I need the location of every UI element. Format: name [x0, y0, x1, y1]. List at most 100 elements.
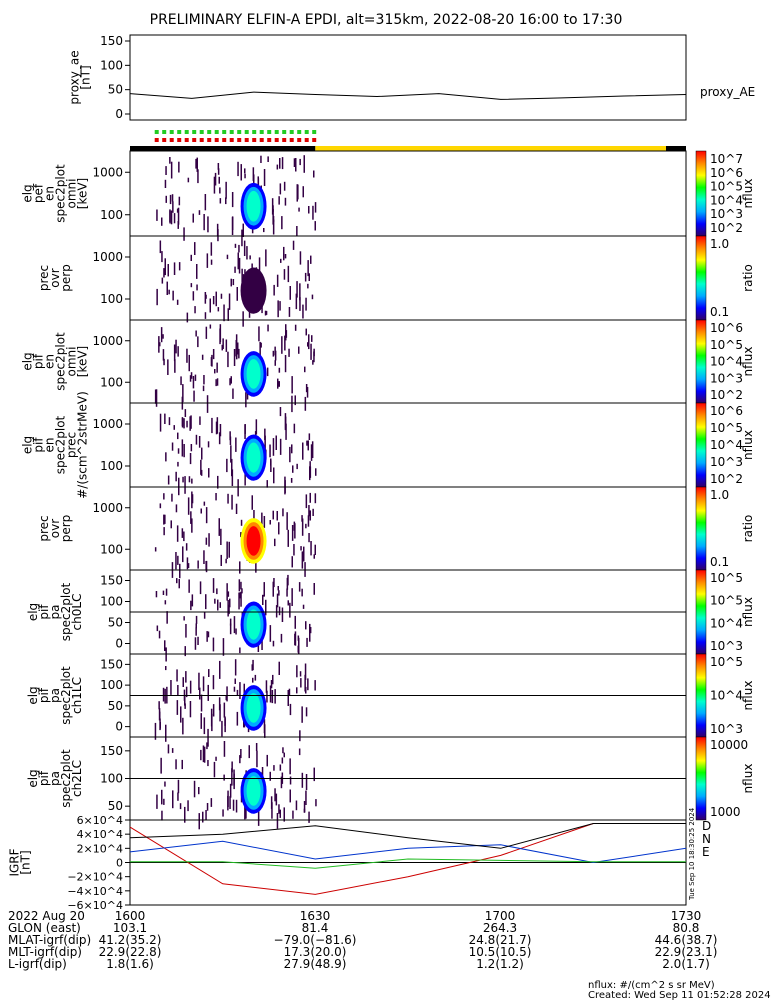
spectrogram-speckle: [272, 640, 275, 647]
spectrogram-speckle: [240, 519, 243, 526]
table-cell: 2022 Aug 20: [8, 909, 85, 923]
spectrogram-speckle: [190, 372, 193, 379]
spectrogram-speckle: [159, 503, 162, 509]
spectrogram-speckle: [231, 761, 233, 773]
spectrogram-panel-frame: [129, 235, 687, 321]
spectrogram-speckle: [156, 288, 158, 306]
science-zone-mark-green: [304, 130, 309, 134]
spectrogram-speckle: [313, 767, 315, 782]
spectrogram-speckle: [179, 563, 181, 579]
science-zone-mark-green: [214, 130, 219, 134]
spectrogram-speckle: [212, 349, 215, 360]
igrf-tick-label: 4×10^4: [77, 828, 123, 841]
spectrogram-speckle: [207, 728, 209, 747]
igrf-tick-label: −4×10^4: [67, 885, 123, 898]
spectrogram-speckle: [281, 607, 284, 622]
panel-1-tick-label: 1000: [92, 250, 123, 264]
spectrogram-speckle: [226, 583, 228, 601]
spectrogram-speckle: [173, 213, 176, 224]
spectrogram-speckle: [229, 436, 232, 445]
spectrogram-speckle: [297, 635, 300, 641]
spectrogram-speckle: [287, 574, 289, 586]
spectrogram-enhancement: [246, 693, 261, 723]
colorbar: [695, 150, 707, 237]
orbit-bar-yellow: [315, 146, 666, 151]
colorbar-label: nflux: [741, 681, 755, 711]
science-zone-mark-green: [229, 130, 234, 134]
spectrogram-speckle: [177, 685, 179, 696]
spectrogram-speckle: [276, 164, 279, 170]
table-cell: 22.9(23.1): [655, 945, 718, 959]
spectrogram-speckle: [263, 516, 266, 528]
spectrogram-speckle: [231, 494, 233, 510]
ae-tick-label: 50: [108, 83, 123, 97]
igrf-tick-label: −2×10^4: [67, 871, 123, 884]
spectrogram-speckle: [203, 214, 205, 231]
spectrogram-speckle: [156, 625, 159, 632]
panel-3-tick-label: 100: [100, 459, 123, 473]
spectrogram-speckle: [182, 677, 184, 687]
spectrogram-speckle: [293, 423, 296, 434]
spectrogram-speckle: [182, 476, 184, 483]
spectrogram-speckle: [291, 588, 293, 606]
ae-panel-ylabel: proxy_ae[nT]: [68, 50, 93, 104]
spectrogram-speckle: [202, 676, 205, 692]
spectrogram-speckle: [197, 169, 199, 184]
spectrogram-speckle: [163, 268, 165, 278]
spectrogram-speckle: [251, 228, 254, 234]
spectrogram-speckle: [264, 435, 266, 452]
spectrogram-speckle: [154, 722, 157, 740]
spectrogram-speckle: [289, 286, 291, 300]
spectrogram-speckle: [193, 780, 196, 798]
spectrogram-speckle: [241, 588, 243, 594]
spectrogram-speckle: [308, 206, 310, 214]
spectrogram-speckle: [299, 283, 301, 301]
science-zone-mark-red: [162, 138, 167, 142]
spectrogram-speckle: [218, 432, 221, 445]
spectrogram-speckle: [303, 808, 306, 813]
spectrogram-speckle: [173, 344, 176, 362]
colorbar-label: ratio: [741, 515, 755, 543]
spectrogram-speckle: [206, 742, 208, 750]
spectrogram-speckle: [236, 287, 238, 301]
spectrogram-speckle: [312, 205, 314, 220]
spectrogram-speckle: [271, 690, 274, 704]
spectrogram-speckle: [312, 508, 314, 516]
spectrogram-speckle: [289, 789, 291, 803]
spectrogram-speckle: [276, 593, 279, 608]
spectrogram-speckle: [154, 389, 157, 404]
spectrogram-speckle: [219, 424, 222, 437]
spectrogram-speckle: [266, 690, 268, 703]
colorbar-tick-label: 1.0: [710, 488, 729, 502]
colorbar-tick-label: 10^3: [710, 639, 743, 653]
spectrogram-speckle: [279, 809, 281, 818]
footer-created: Created: Wed Sep 11 01:52:28 2024: [588, 990, 771, 1000]
spectrogram-speckle: [243, 683, 245, 698]
spectrogram-speckle: [168, 417, 171, 426]
spectrogram-speckle: [256, 750, 258, 768]
spectrogram-speckle: [190, 600, 192, 611]
spectrogram-speckle: [261, 639, 263, 650]
panel-ylabel: elgpifenspec2plotomni[keV]: [21, 332, 90, 391]
panel-6-tick-label: 100: [100, 678, 123, 692]
table-cell: 80.8: [673, 921, 700, 935]
spectrogram-speckle: [206, 253, 209, 268]
spectrogram-speckle: [223, 741, 226, 757]
spectrogram-speckle: [216, 362, 218, 373]
spectrogram-speckle: [191, 594, 194, 607]
spectrogram-speckle: [302, 186, 304, 198]
spectrogram-speckle: [265, 249, 267, 267]
science-zone-mark-green: [274, 130, 279, 134]
spectrogram-speckle: [180, 706, 182, 723]
spectrogram-speckle: [178, 262, 181, 271]
spectrogram-speckle: [249, 255, 251, 260]
spectrogram-speckle: [278, 590, 280, 596]
spectrogram-speckle: [195, 434, 198, 445]
spectrogram-speckle: [315, 468, 317, 476]
spectrogram-speckle: [183, 444, 185, 458]
colorbar: [695, 653, 707, 738]
spectrogram-speckle: [235, 340, 237, 357]
spectrogram-speckle: [163, 798, 165, 805]
spectrogram-speckle: [273, 467, 275, 484]
spectrogram-speckle: [294, 395, 296, 406]
